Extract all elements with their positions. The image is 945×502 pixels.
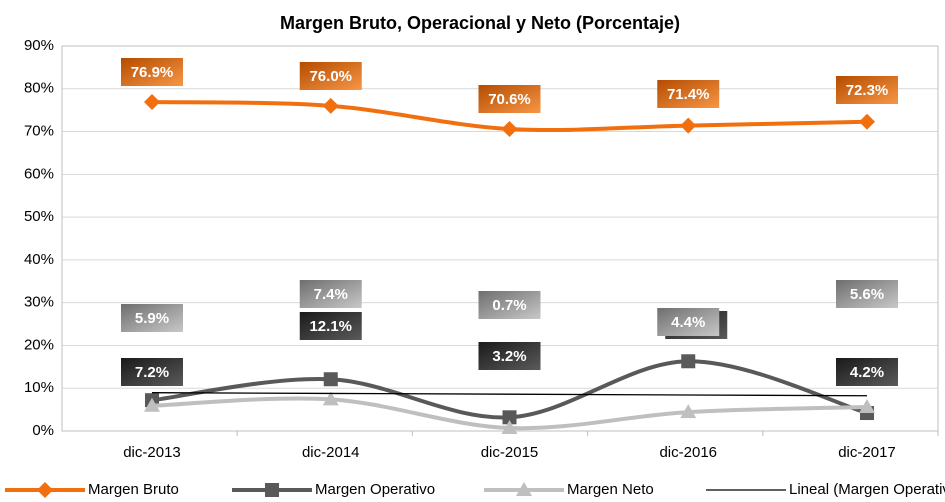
marker (502, 410, 517, 425)
x-tick-label: dic-2014 (302, 444, 360, 461)
label-box (836, 358, 898, 386)
label-box (299, 62, 362, 90)
data-label-text: 0.7% (492, 297, 526, 314)
marker (501, 420, 518, 435)
data-label-text: 4.4% (671, 314, 705, 331)
legend-label: Margen Neto (567, 481, 654, 498)
data-label-text: 71.4% (667, 86, 710, 103)
y-tick-label: 80% (24, 80, 54, 97)
data-label: 4.2% (836, 358, 898, 386)
data-label-text: 76.9% (131, 64, 174, 81)
marker (144, 94, 160, 111)
y-tick-label: 30% (24, 294, 54, 311)
data-label-text: 7.2% (135, 364, 169, 381)
marker (144, 397, 160, 412)
label-box (836, 76, 898, 104)
label-box (478, 291, 541, 319)
marker (516, 482, 532, 496)
label-box (478, 85, 541, 113)
y-tick-label: 70% (24, 123, 54, 140)
label-box (299, 280, 362, 308)
label-box (121, 304, 183, 332)
x-tick-label: dic-2016 (659, 444, 717, 461)
marker (859, 399, 875, 414)
data-label: 5.9% (121, 304, 183, 332)
y-tick-label: 60% (24, 165, 54, 182)
data-label: 76.0% (299, 62, 362, 90)
legend-label: Lineal (Margen Operativo) (789, 481, 945, 498)
label-box (121, 58, 183, 86)
y-tick-label: 90% (24, 37, 54, 54)
chart-title: Margen Bruto, Operacional y Neto (Porcen… (280, 13, 680, 33)
marker (680, 404, 697, 419)
data-label: 5.6% (836, 280, 898, 308)
label-box (657, 308, 720, 336)
data-label: 0.7% (478, 291, 541, 319)
data-label-text: 72.3% (846, 82, 889, 99)
label-box (299, 312, 362, 340)
data-label: 72.3% (836, 76, 898, 104)
data-label: 71.4% (657, 80, 720, 108)
data-label-text: 7.4% (314, 286, 348, 303)
y-tick-label: 50% (24, 208, 54, 225)
marker (322, 391, 339, 406)
data-label: 7.2% (121, 358, 183, 386)
y-tick-label: 40% (24, 251, 54, 268)
data-label: 4.4% (657, 308, 720, 336)
plot-frame (61, 45, 939, 432)
y-tick-label: 20% (24, 336, 54, 353)
data-label: 3.2% (478, 342, 541, 370)
data-label: 7.4% (299, 280, 362, 308)
y-tick-label: 10% (24, 379, 54, 396)
data-label-text: 5.9% (135, 310, 169, 327)
marker (323, 372, 338, 387)
data-label-text: 5.6% (850, 286, 884, 303)
data-label-text: 76.0% (309, 68, 352, 85)
data-label-text: 12.1% (309, 318, 352, 335)
data-label-text: 4.2% (850, 364, 884, 381)
marker (680, 117, 697, 134)
label-box (121, 358, 183, 386)
label-box (478, 342, 541, 370)
marker (681, 354, 696, 369)
legend-label: Margen Operativo (315, 481, 435, 498)
marker (859, 113, 875, 130)
marker (265, 483, 279, 497)
data-label: 70.6% (478, 85, 541, 113)
marker (501, 120, 518, 137)
marker (37, 482, 53, 498)
data-label-text: 70.6% (488, 91, 531, 108)
x-tick-label: dic-2015 (481, 444, 539, 461)
data-label: 76.9% (121, 58, 183, 86)
x-tick-label: dic-2013 (123, 444, 181, 461)
label-box (657, 80, 720, 108)
data-label-text: 3.2% (492, 348, 526, 365)
trend-line (151, 392, 868, 397)
label-box (836, 280, 898, 308)
legend-label: Margen Bruto (88, 481, 179, 498)
y-tick-label: 0% (32, 422, 54, 439)
marker (322, 97, 339, 114)
x-tick-label: dic-2017 (838, 444, 896, 461)
data-label: 12.1% (299, 312, 362, 340)
